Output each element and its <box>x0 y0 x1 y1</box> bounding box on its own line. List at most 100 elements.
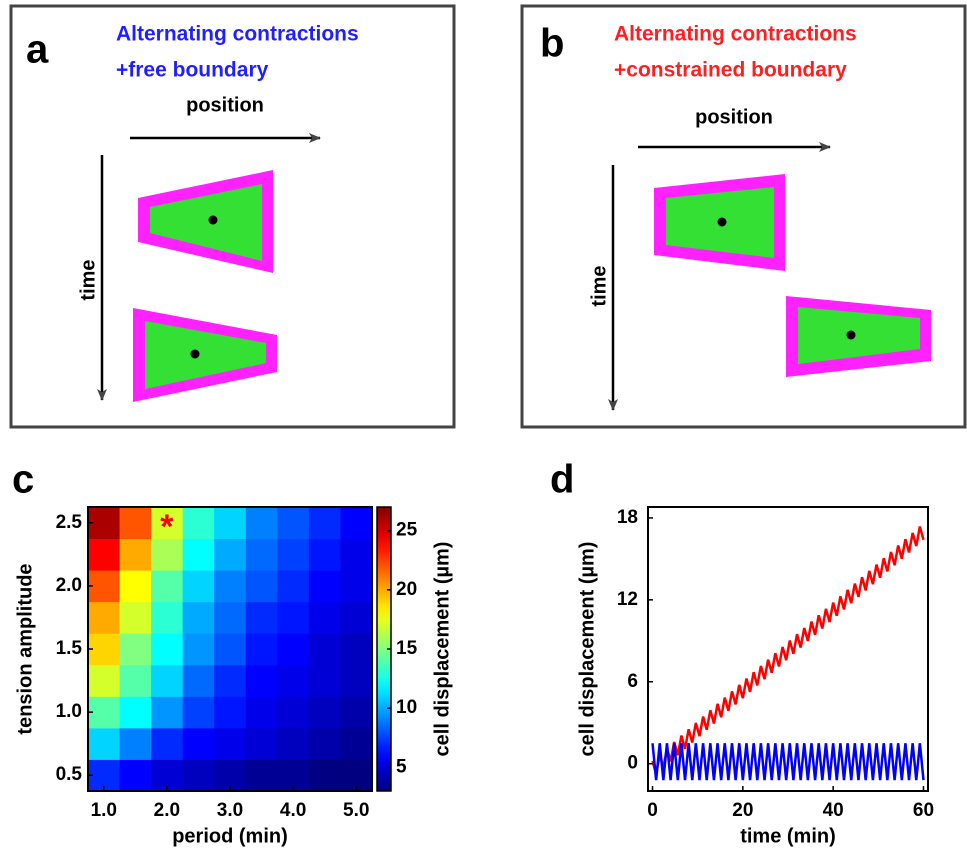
x-tick-label: 60 <box>913 800 934 821</box>
heatmap-cell <box>340 507 373 540</box>
heatmap-cell <box>277 633 310 666</box>
x-tick-label: 1.0 <box>91 800 117 821</box>
panel-letter: d <box>550 458 574 502</box>
panel-title: Alternating contractions <box>614 23 857 46</box>
heatmap-cell <box>88 507 121 540</box>
panel-letter: c <box>12 458 34 502</box>
heatmap-cell <box>308 759 341 792</box>
colorbar-tick-label: 20 <box>396 579 417 600</box>
heatmap-cell <box>214 727 247 760</box>
axis-label: time <box>77 259 99 300</box>
heatmap-cell <box>277 696 310 729</box>
heatmap-cell <box>151 664 184 697</box>
heatmap-cell <box>182 727 215 760</box>
heatmap-cell <box>119 601 152 634</box>
heatmap-cell <box>340 727 373 760</box>
heatmap-cell <box>119 759 152 792</box>
colorbar-tick-label: 5 <box>396 756 407 777</box>
panel-frame <box>520 4 967 429</box>
heatmap-cell <box>245 759 278 792</box>
heatmap-cell <box>214 538 247 571</box>
heatmap-cell <box>88 696 121 729</box>
heatmap-cell <box>245 664 278 697</box>
y-tick-label: 18 <box>617 507 638 528</box>
y-tick-label: 0.5 <box>56 764 83 785</box>
heatmap-cell <box>182 633 215 666</box>
heatmap-cell <box>340 538 373 571</box>
heatmap-cell <box>308 633 341 666</box>
line-series <box>651 526 925 775</box>
heatmap-cell <box>214 601 247 634</box>
annotation: * <box>160 508 174 546</box>
axis-label: time <box>588 265 610 306</box>
heatmap-cell <box>119 633 152 666</box>
heatmap-cell <box>88 727 121 760</box>
heatmap-cell <box>308 538 341 571</box>
heatmap-cell <box>88 633 121 666</box>
heatmap-cell <box>308 696 341 729</box>
heatmap-cell <box>340 601 373 634</box>
y-tick-label: 6 <box>627 671 638 692</box>
heatmap-cell <box>245 633 278 666</box>
heatmap-cell <box>308 601 341 634</box>
heatmap-cell <box>277 601 310 634</box>
heatmap-cell <box>214 507 247 540</box>
heatmap-cell <box>151 601 184 634</box>
heatmap-cell <box>182 507 215 540</box>
heatmap-cell <box>308 570 341 603</box>
cell <box>145 321 266 389</box>
heatmap-cell <box>308 727 341 760</box>
heatmap-cell <box>340 664 373 697</box>
heatmap-cell <box>182 538 215 571</box>
heatmap-cell <box>119 538 152 571</box>
line-series <box>651 743 925 781</box>
axis-label: position <box>186 94 264 116</box>
y-tick-label: 12 <box>617 589 638 610</box>
axis-label: position <box>695 106 773 128</box>
x-tick-label: 3.0 <box>217 800 243 821</box>
heatmap-cell <box>340 633 373 666</box>
heatmap-cell <box>308 507 341 540</box>
heatmap-cell <box>88 570 121 603</box>
colorbar-tick-label: 15 <box>396 638 418 659</box>
x-tick-label: 2.0 <box>154 800 180 821</box>
x-tick-label: 4.0 <box>280 800 306 821</box>
heatmap-cell <box>214 633 247 666</box>
heatmap-cell <box>88 664 121 697</box>
heatmap-cell <box>245 696 278 729</box>
heatmap-cell <box>88 538 121 571</box>
x-axis-label: period (min) <box>172 825 288 847</box>
heatmap-cell <box>182 759 215 792</box>
y-tick-label: 1.0 <box>56 701 82 722</box>
heatmap-cell <box>245 507 278 540</box>
heatmap-cell <box>277 664 310 697</box>
panel-title: Alternating contractions <box>116 23 359 46</box>
heatmap-cell <box>245 538 278 571</box>
heatmap-cell <box>182 664 215 697</box>
panel-title: +constrained boundary <box>614 59 847 82</box>
heatmap-cell <box>277 727 310 760</box>
heatmap-cell <box>277 570 310 603</box>
colorbar-tick-label: 10 <box>396 697 417 718</box>
panel-frame <box>9 4 456 429</box>
heatmap-cell <box>340 696 373 729</box>
cell-center <box>190 349 200 359</box>
cell-center <box>717 217 727 227</box>
y-tick-label: 0 <box>627 753 638 774</box>
heatmap-cell <box>88 601 121 634</box>
heatmap-cell <box>151 538 184 571</box>
heatmap-cell <box>277 507 310 540</box>
heatmap-cell <box>151 633 184 666</box>
x-axis-label: time (min) <box>740 825 836 847</box>
colorbar-tick-label: 25 <box>396 520 418 541</box>
heatmap-cell <box>340 570 373 603</box>
y-tick-label: 2.0 <box>56 575 82 596</box>
panel-title: +free boundary <box>116 59 269 82</box>
cell-center <box>208 215 218 225</box>
heatmap-cell <box>182 601 215 634</box>
cell <box>150 184 262 261</box>
heatmap-cell <box>151 696 184 729</box>
panel-letter: a <box>26 28 49 72</box>
heatmap-cell <box>151 507 184 540</box>
heatmap-cell <box>214 664 247 697</box>
